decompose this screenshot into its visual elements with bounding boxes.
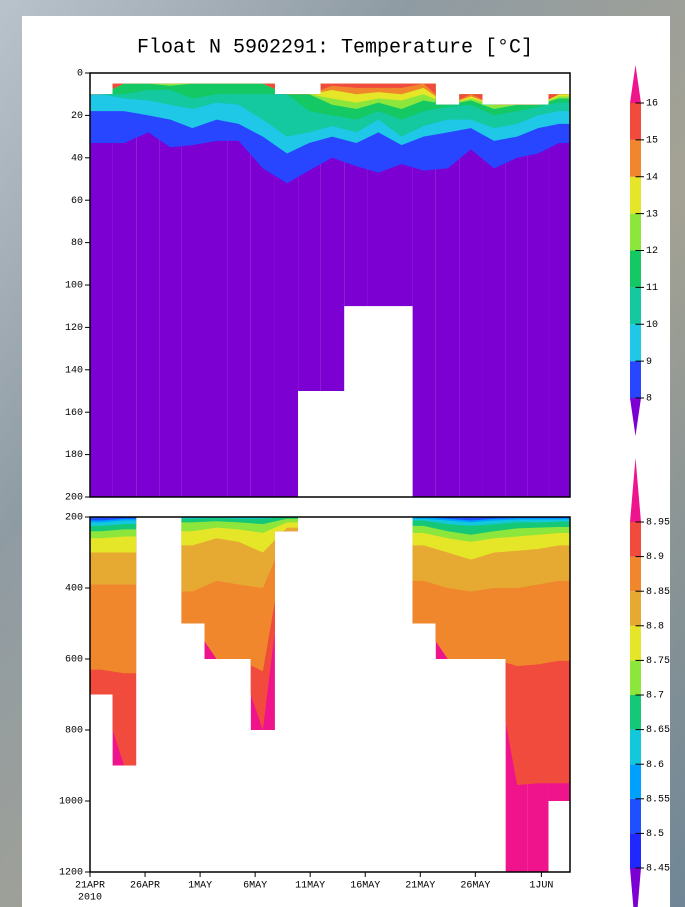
colorbar-label: 8.75: [646, 656, 670, 667]
y-tick-label: 140: [65, 365, 83, 376]
data-column: [181, 83, 205, 497]
y-tick-label: 0: [77, 69, 83, 80]
colorbar-label: 8.8: [646, 621, 664, 632]
y-tick-label: 600: [65, 655, 83, 666]
colorbar-low-triangle: [630, 868, 641, 907]
chart-title: Float N 5902291: Temperature [°C]: [137, 36, 533, 59]
data-column: [159, 83, 182, 497]
x-tick-label: 6MAY: [243, 881, 267, 892]
data-column: [527, 104, 549, 498]
y-tick-label: 100: [65, 281, 83, 292]
y-tick-label: 1000: [59, 797, 83, 808]
data-column: [227, 83, 251, 497]
panel: [90, 83, 570, 498]
colorbar-label: 8.7: [646, 691, 664, 702]
colorbar-segment: [630, 556, 641, 592]
y-tick-label: 20: [71, 111, 83, 122]
colorbar-segment: [630, 103, 641, 140]
colorbar-segment: [630, 139, 641, 177]
panel: [90, 517, 570, 872]
colorbar-low-triangle: [630, 398, 641, 436]
colorbar-segment: [630, 250, 641, 288]
colorbar-high-triangle: [630, 458, 641, 522]
colorbar-segment: [630, 591, 641, 626]
colorbar-high-triangle: [630, 65, 641, 103]
colorbar-label: 8.95: [646, 518, 670, 529]
colorbar-segment: [630, 287, 641, 325]
colorbar-segment: [630, 833, 641, 868]
colorbar-segment: [630, 361, 641, 398]
colorbar-label: 12: [646, 246, 658, 257]
x-tick-label: 26APR: [130, 881, 160, 892]
y-tick-label: 160: [65, 408, 83, 419]
colorbar-label: 8.55: [646, 794, 670, 805]
data-column: [505, 104, 528, 498]
colorbar-label: 10: [646, 320, 658, 331]
y-tick-label: 80: [71, 238, 83, 249]
colorbar-segment: [630, 764, 641, 799]
y-tick-label: 200: [65, 493, 83, 504]
y-tick-label: 120: [65, 323, 83, 334]
colorbar-label: 13: [646, 209, 658, 220]
colorbar-label: 16: [646, 99, 658, 110]
data-column: [435, 104, 460, 498]
data-column: [136, 83, 160, 497]
colorbar-segment: [630, 660, 641, 695]
colorbar-label: 8.65: [646, 725, 670, 736]
colorbar-label: 8.5: [646, 829, 664, 840]
x-tick-label: 1JUN: [529, 881, 553, 892]
x-tick-label: 16MAY: [350, 881, 380, 892]
y-tick-label: 800: [65, 726, 83, 737]
colorbar-segment: [630, 729, 641, 765]
colorbar-label: 8.85: [646, 587, 670, 598]
x-tick-label: 26MAY: [460, 881, 490, 892]
y-tick-label: 180: [65, 450, 83, 461]
data-column: [459, 94, 483, 497]
colorbar-label: 8.45: [646, 864, 670, 875]
colorbar-segment: [630, 625, 641, 661]
data-column: [274, 94, 299, 497]
x-tick-sublabel: 2010: [78, 893, 102, 904]
y-tick-label: 400: [65, 584, 83, 595]
colorbar-label: 8.9: [646, 552, 664, 563]
y-tick-label: 40: [71, 153, 83, 164]
data-column: [90, 94, 113, 497]
data-column: [412, 83, 436, 497]
colorbar-segment: [630, 324, 641, 362]
axes-frame: [89, 516, 571, 873]
colorbar-segment: [630, 798, 641, 834]
colorbar-label: 9: [646, 357, 652, 368]
x-tick-label: 1MAY: [188, 881, 212, 892]
data-column: [482, 104, 506, 498]
colorbar-segment: [630, 176, 641, 214]
colorbar-label: 11: [646, 283, 658, 294]
contour-band: [412, 517, 570, 521]
x-tick-label: 21MAY: [405, 881, 435, 892]
colorbar-label: 8.6: [646, 760, 664, 771]
data-column: [548, 94, 570, 497]
colorbar-segment: [630, 695, 641, 730]
colorbar-label: 8: [646, 394, 652, 405]
x-tick-label: 21APR: [75, 881, 105, 892]
contour-band: [90, 517, 137, 521]
y-tick-label: 60: [71, 196, 83, 207]
colorbar-label: 15: [646, 136, 658, 147]
x-tick-label: 11MAY: [295, 881, 325, 892]
colorbar-label: 14: [646, 172, 658, 183]
y-tick-label: 1200: [59, 868, 83, 879]
y-tick-label: 200: [65, 513, 83, 524]
data-column: [112, 83, 137, 497]
colorbar-segment: [630, 213, 641, 251]
colorbar-segment: [630, 522, 641, 557]
contour-band: [181, 517, 299, 525]
data-column: [204, 83, 228, 497]
